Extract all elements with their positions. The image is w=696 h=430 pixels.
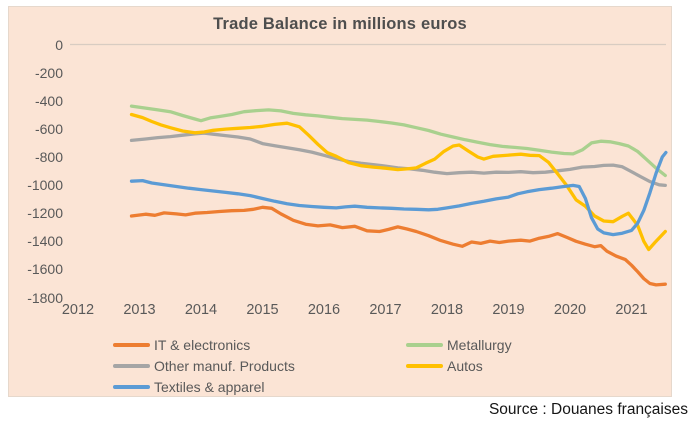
chart-card: Trade Balance in millions euros 0 -200 -40… bbox=[8, 6, 672, 397]
legend-item: Other manuf. Products bbox=[113, 355, 295, 376]
x-tick-label: 2013 bbox=[123, 302, 156, 318]
source-caption: Source : Douanes françaises bbox=[488, 401, 688, 418]
legend-swatch bbox=[113, 363, 150, 368]
chart-title: Trade Balance in millions euros bbox=[213, 15, 467, 33]
series-line-it-electronics bbox=[129, 205, 667, 287]
legend-label: Textiles & apparel bbox=[154, 378, 265, 395]
legend-swatch bbox=[406, 342, 443, 347]
legend-swatch bbox=[406, 363, 443, 368]
x-tick-label: 2012 bbox=[61, 302, 95, 318]
legend-column: Metallurgy Autos bbox=[406, 334, 512, 376]
y-tick-label: -1600 bbox=[27, 261, 63, 278]
x-tick-label: 2021 bbox=[615, 302, 648, 318]
legend-label: Metallurgy bbox=[447, 336, 512, 353]
legend-item: Textiles & apparel bbox=[113, 376, 295, 397]
series-line-textiles-apparel bbox=[129, 150, 668, 237]
y-tick-label: -200 bbox=[34, 64, 63, 81]
y-tick-label: -600 bbox=[34, 120, 63, 137]
legend-item: IT & electronics bbox=[113, 334, 295, 355]
y-tick-label: 0 bbox=[55, 36, 63, 53]
legend-swatch bbox=[113, 384, 150, 389]
y-tick-label: -1200 bbox=[27, 205, 63, 222]
x-tick-label: 2018 bbox=[430, 302, 464, 318]
y-tick-label: -1400 bbox=[27, 233, 63, 250]
legend-label: Other manuf. Products bbox=[154, 357, 295, 374]
legend-swatch bbox=[113, 342, 150, 347]
plot-area bbox=[70, 43, 668, 287]
x-tick-label: 2020 bbox=[553, 302, 587, 318]
x-tick-label: 2017 bbox=[369, 302, 402, 318]
legend-label: Autos bbox=[447, 357, 483, 374]
y-tick-label: -1000 bbox=[27, 177, 63, 194]
series-line-autos bbox=[129, 112, 667, 252]
legend-label: IT & electronics bbox=[154, 336, 251, 353]
x-tick-label: 2015 bbox=[246, 302, 279, 318]
y-tick-label: -400 bbox=[34, 92, 63, 109]
legend-column: IT & electronics Other manuf. Products Tex… bbox=[113, 334, 295, 397]
x-tick-label: 2016 bbox=[307, 302, 341, 318]
legend-item: Metallurgy bbox=[406, 334, 512, 355]
legend-item: Autos bbox=[406, 355, 512, 376]
x-tick-label: 2019 bbox=[492, 302, 525, 318]
x-tick-label: 2014 bbox=[184, 302, 218, 318]
y-tick-label: -1800 bbox=[27, 289, 63, 306]
series-line-other-manuf-products bbox=[129, 131, 667, 188]
series-line-metallurgy bbox=[129, 104, 667, 178]
y-tick-label: -800 bbox=[34, 148, 63, 165]
